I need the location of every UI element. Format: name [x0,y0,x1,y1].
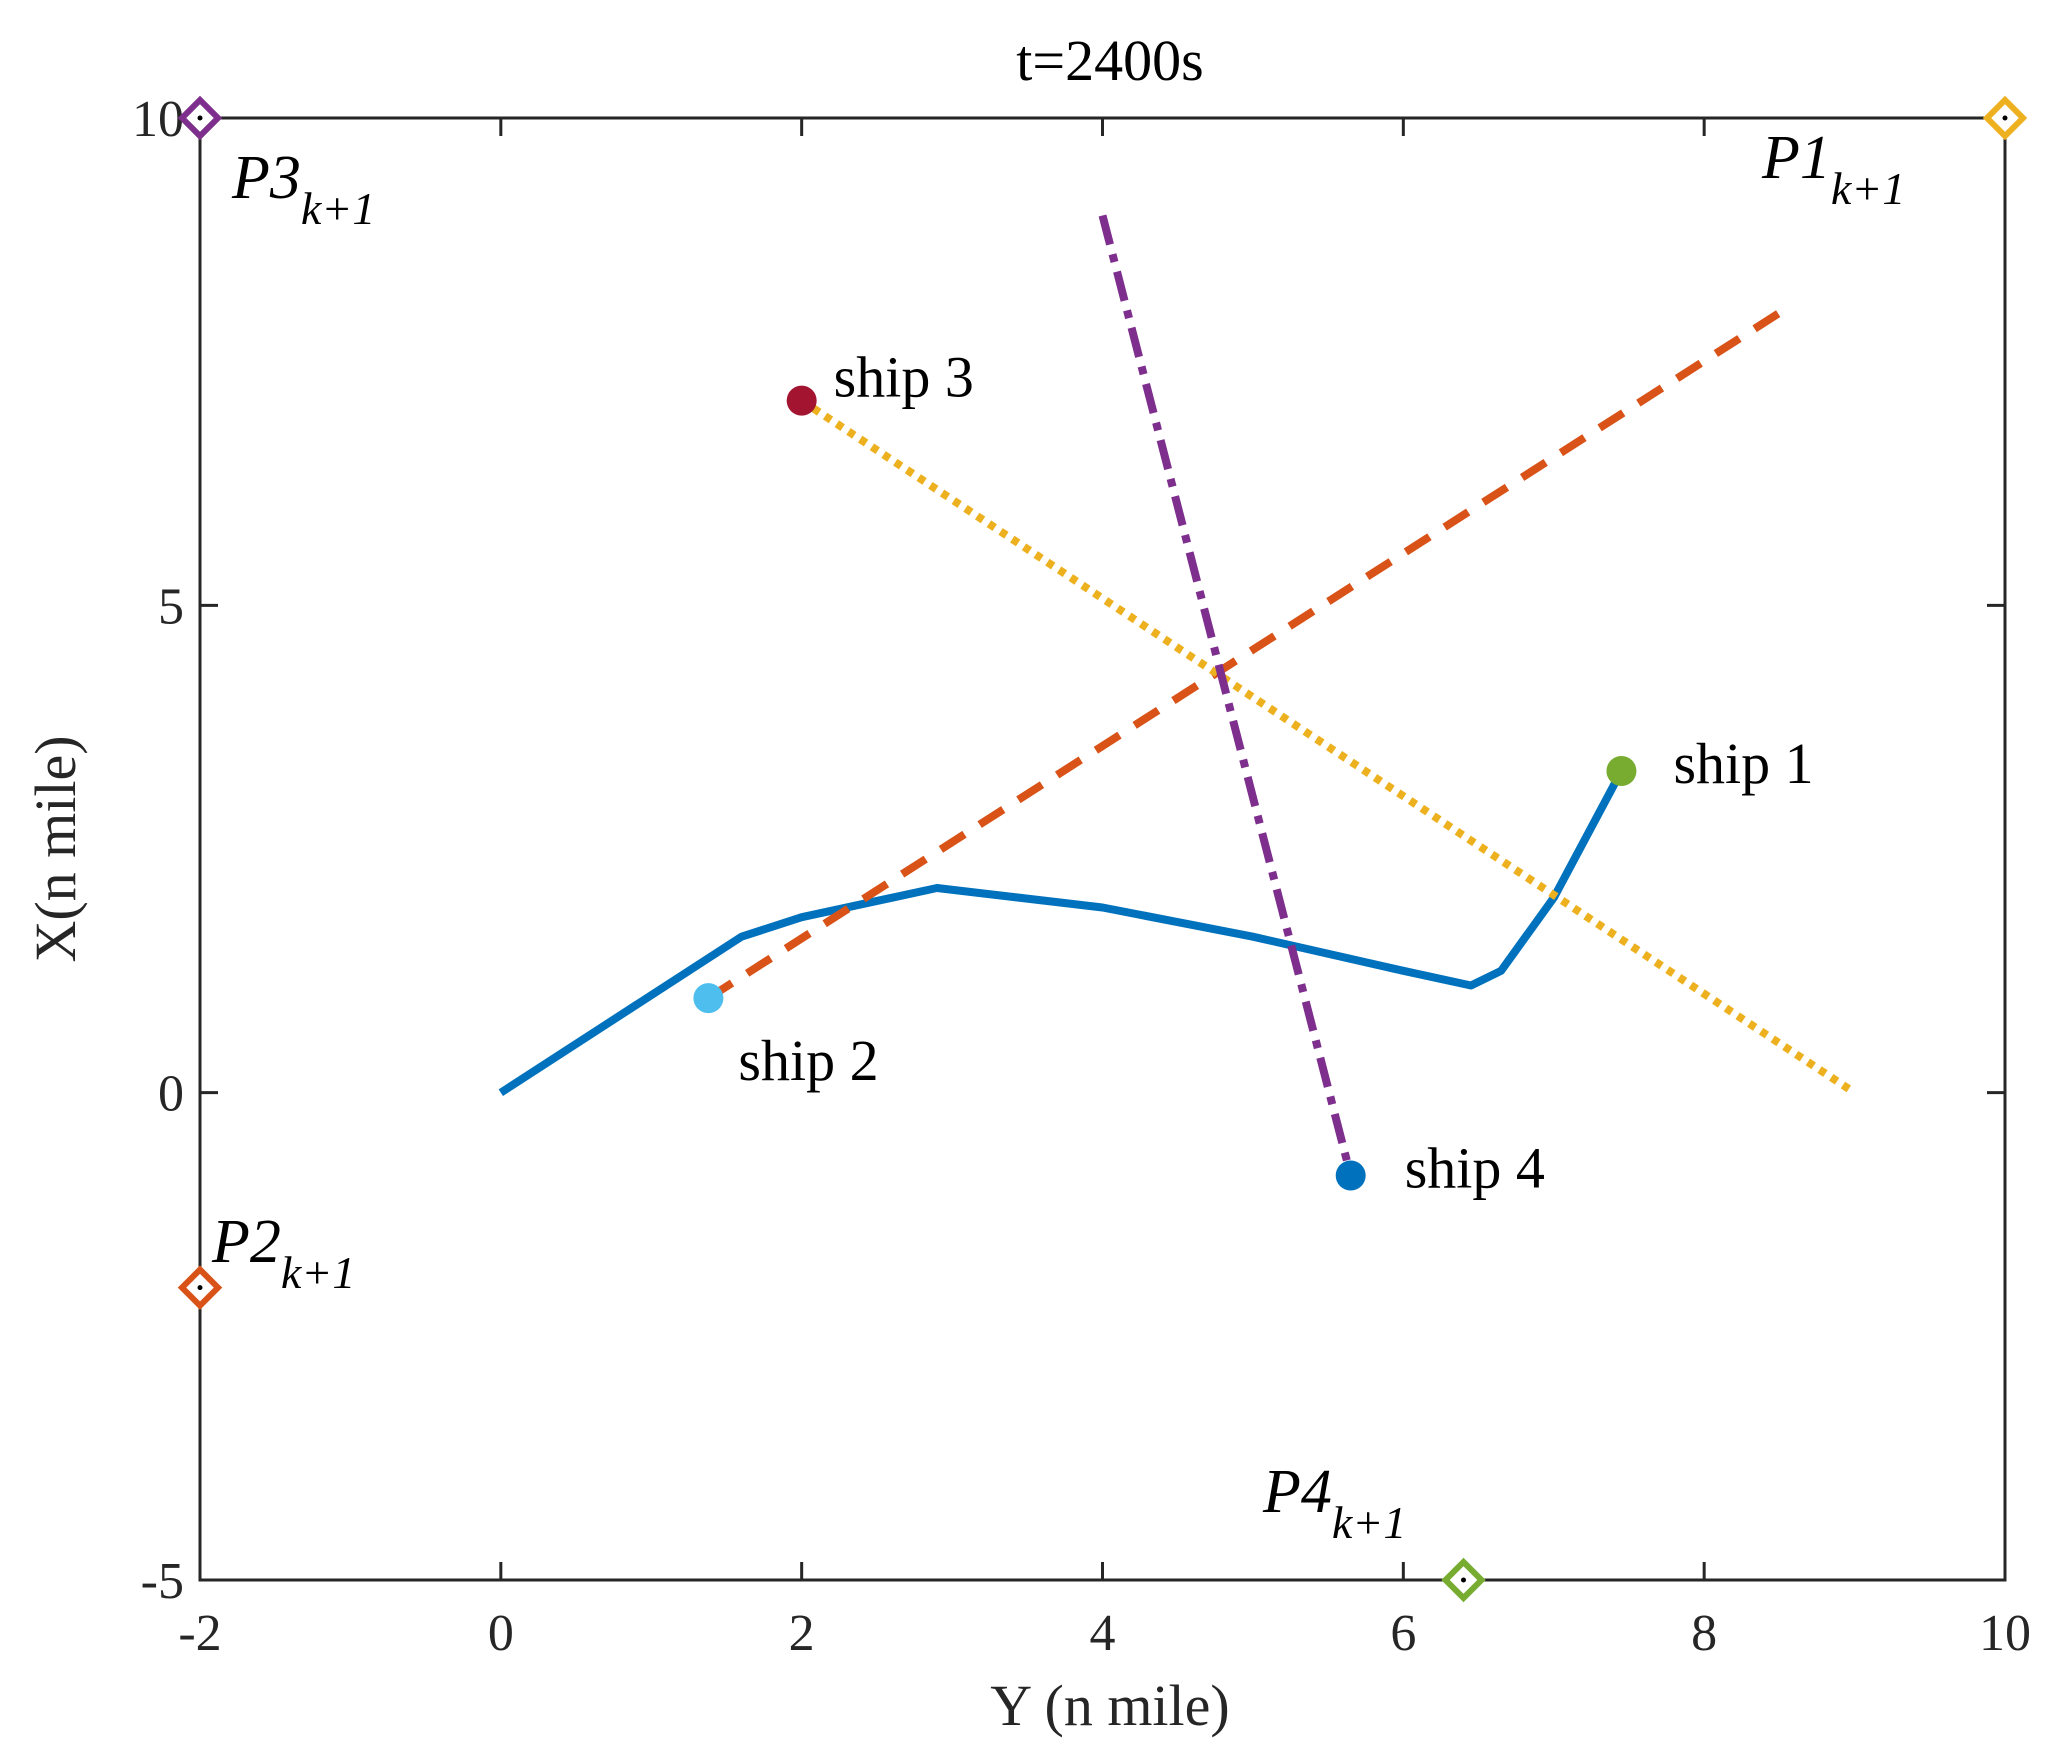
y-tick-label: 0 [158,1066,184,1123]
y-tick-label: 5 [158,578,184,635]
series-line-dashed [706,309,1782,1002]
ship-marker [1606,756,1637,787]
target-label: P4k+1 [1262,1458,1406,1548]
target-center [1461,1577,1466,1583]
target-center [197,115,203,121]
x-tick-label: 4 [1090,1605,1116,1662]
x-tick-label: 2 [789,1605,815,1662]
x-tick-label: 10 [1979,1605,2031,1662]
target-label-name: P4 [1262,1458,1332,1526]
y-axis-title: X(n mile) [23,735,88,962]
series-line-dashdot [1098,214,1355,1177]
x-tick-label: -2 [178,1605,221,1662]
ship-label: ship 4 [1405,1136,1545,1201]
target-label-sub: k+1 [301,183,375,234]
target-label: P1k+1 [1761,124,1905,214]
target-label: P2k+1 [211,1208,355,1298]
target-center [2002,115,2008,121]
x-axis-title: Y (n mile) [990,1673,1229,1738]
ship-marker [693,983,724,1014]
ship-label: ship 2 [738,1028,878,1093]
x-tick-label: 8 [1691,1605,1717,1662]
target-label-sub: k+1 [1332,1497,1406,1548]
target-label-name: P1 [1761,124,1831,192]
axis-ticks: -2 0 2 4 6 8 10 -5 0 5 10 [132,91,2031,1662]
target-label: P3k+1 [231,144,375,234]
target-label-sub: k+1 [281,1247,355,1298]
ship-marker [786,385,817,416]
ship-label: ship 3 [834,345,974,410]
series-layer [498,214,1857,1177]
target-label-name: P3 [231,144,301,212]
chart-title: t=2400s [1016,28,1203,93]
target-center [197,1285,203,1291]
ship-marker [1335,1160,1366,1191]
target-label-sub: k+1 [1831,163,1905,214]
series-line-solid [498,769,1625,1097]
ship-label: ship 1 [1673,731,1813,796]
target-label-name: P2 [211,1208,281,1276]
x-tick-label: 0 [488,1605,514,1662]
x-tick-label: 6 [1390,1605,1416,1662]
y-tick-label: -5 [141,1553,184,1610]
y-tick-label: 10 [132,91,184,148]
marker-layer [177,95,2028,1603]
